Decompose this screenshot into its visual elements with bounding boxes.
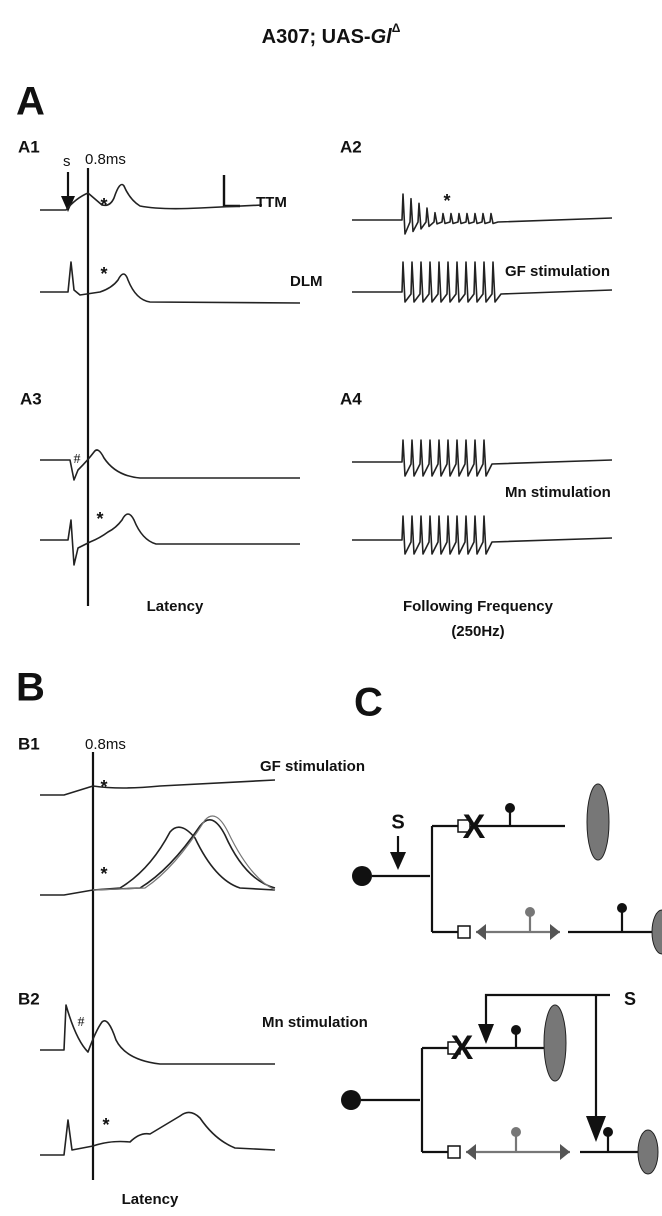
trace — [352, 440, 612, 476]
muscle-label: TTM — [256, 194, 287, 211]
synapse — [511, 1025, 521, 1035]
axon — [476, 916, 560, 932]
neuron-soma — [352, 866, 372, 886]
condition-label: GF stimulation — [260, 758, 365, 775]
circuit-diagram: X S X S — [341, 784, 662, 1174]
synapse — [603, 1127, 613, 1137]
synapse — [511, 1127, 521, 1137]
muscle — [587, 784, 609, 860]
marker: * — [100, 864, 107, 884]
axis-label: Latency — [122, 1191, 179, 1208]
muscle — [638, 1130, 658, 1174]
axis-label: Following Frequency — [403, 598, 554, 615]
figure: A307; UAS-GlΔ A A1 s 0.8ms * TTM * DLM A… — [0, 0, 662, 1216]
axon — [466, 1136, 570, 1152]
trace — [40, 1005, 275, 1064]
condition-label: GF stimulation — [505, 263, 610, 280]
trace — [352, 516, 612, 554]
panel-label: B — [16, 666, 45, 710]
stimulus-arrowhead — [586, 1116, 606, 1142]
marker: * — [102, 1115, 109, 1135]
synapse — [448, 1146, 460, 1158]
block-mark: X — [463, 808, 486, 846]
synapse — [525, 907, 535, 917]
subpanel-label: B2 — [18, 989, 40, 1008]
panel-label: C — [354, 681, 383, 725]
title-prefix: A307; UAS- — [262, 26, 371, 48]
axis-label: (250Hz) — [451, 623, 504, 640]
synapse — [505, 803, 515, 813]
marker: # — [74, 452, 81, 467]
title-gene: Gl — [371, 26, 393, 48]
subpanel-label: A3 — [20, 389, 42, 408]
trace — [40, 780, 275, 795]
trace — [40, 262, 300, 303]
stimulus-label: S — [391, 811, 404, 833]
delay-label: 0.8ms — [85, 736, 126, 753]
neuron-soma — [341, 1090, 361, 1110]
block-mark: X — [451, 1029, 474, 1067]
stimulus-label: S — [624, 989, 636, 1009]
trace — [93, 816, 275, 890]
trace — [93, 820, 275, 890]
trace — [40, 1112, 275, 1155]
stimulus-arrowhead — [478, 1024, 494, 1044]
stimulus-arrowhead — [390, 852, 406, 870]
marker: * — [100, 195, 107, 215]
marker: * — [100, 264, 107, 284]
marker: * — [100, 777, 107, 797]
condition-label: Mn stimulation — [262, 1014, 368, 1031]
panel-label: A — [16, 80, 45, 124]
muscle — [652, 910, 662, 954]
subpanel-label: A1 — [18, 137, 40, 156]
condition-label: Mn stimulation — [505, 484, 611, 501]
title-superscript: Δ — [392, 21, 401, 35]
marker: * — [443, 191, 450, 211]
scale-bar — [224, 175, 240, 206]
axon — [516, 1034, 645, 1152]
delay-label: 0.8ms — [85, 151, 126, 168]
synapse — [617, 903, 627, 913]
subpanel-label: A4 — [340, 389, 362, 408]
stimulus-label: s — [63, 153, 71, 170]
muscle-label: DLM — [290, 273, 323, 290]
axis-label: Latency — [147, 598, 204, 615]
trace — [40, 514, 300, 565]
marker: # — [78, 1015, 85, 1030]
trace — [352, 194, 612, 234]
figure-title: A307; UAS-GlΔ — [262, 21, 401, 48]
synapse — [458, 926, 470, 938]
subpanel-label: B1 — [18, 734, 40, 753]
muscle — [544, 1005, 566, 1081]
marker: * — [96, 509, 103, 529]
subpanel-label: A2 — [340, 137, 362, 156]
